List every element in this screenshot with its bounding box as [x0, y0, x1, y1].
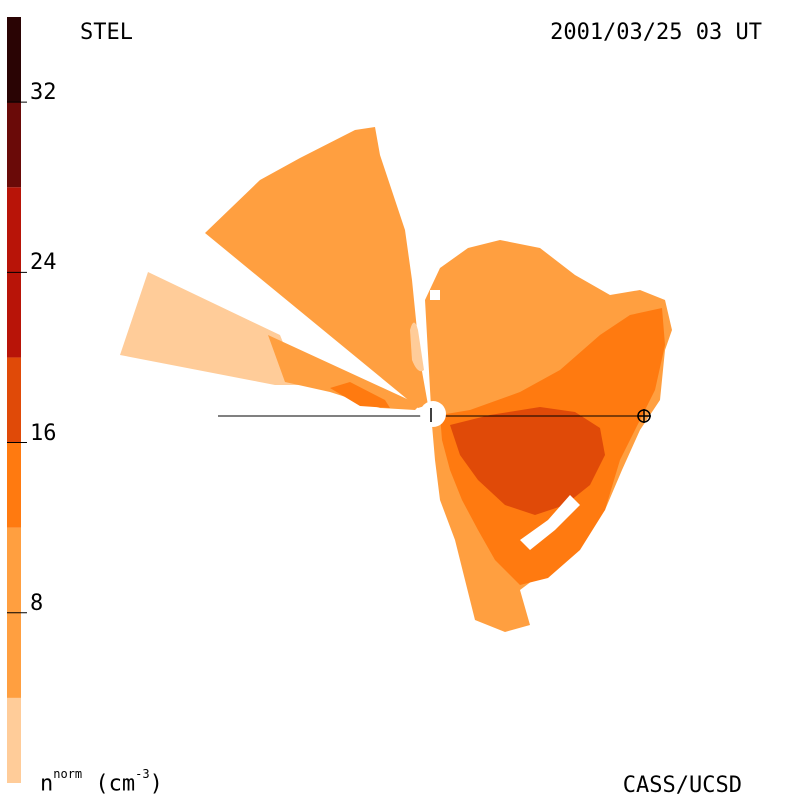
colorbar-unit-label: nnorm (cm-3)	[40, 768, 163, 797]
colorbar-tick-label: 16	[30, 420, 57, 446]
colorbar-level-1	[7, 697, 21, 783]
density-region-level-1-north	[410, 322, 424, 372]
unit-superscript: -3	[135, 767, 150, 781]
density-region-level-1-west	[120, 272, 300, 385]
density-region-level-2-west	[268, 335, 420, 410]
colorbar-level-7	[7, 17, 21, 103]
timestamp-label: 2001/03/25 03 UT	[550, 20, 762, 45]
colorbar-tick-label: 32	[30, 80, 57, 106]
earth-symbol-icon	[637, 409, 651, 423]
data-gap-notch	[520, 495, 580, 550]
observatory-label: STEL	[80, 20, 133, 45]
credit-label: CASS/UCSD	[622, 773, 742, 798]
sun-disk-icon	[420, 401, 446, 427]
data-gaps	[430, 290, 580, 550]
unit-suffix: )	[149, 771, 163, 797]
density-region-level-2-northwest	[205, 127, 428, 408]
colorbar-level-3	[7, 442, 21, 528]
colorbar-level-6	[7, 102, 21, 188]
colorbar	[7, 17, 21, 783]
colorbar-ticks	[7, 101, 27, 614]
colorbar-tick-label: 8	[30, 590, 44, 616]
colorbar-tick-label: 24	[30, 250, 57, 276]
density-region-level-3-west	[330, 382, 390, 408]
quantity-symbol: n	[40, 771, 54, 797]
quantity-superscript: norm	[53, 767, 83, 781]
density-region-level-4-east	[450, 407, 605, 515]
unit-prefix: (cm	[95, 771, 136, 797]
data-gap-notch	[430, 290, 440, 300]
colorbar-level-4	[7, 357, 21, 443]
density-regions	[120, 127, 672, 632]
